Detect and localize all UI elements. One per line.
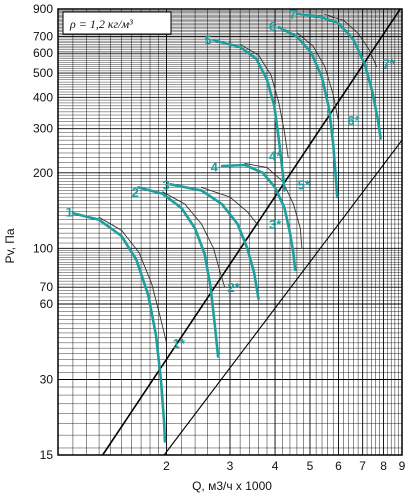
fan-curve-1 bbox=[71, 212, 167, 443]
y-tick-label: 200 bbox=[33, 166, 53, 180]
fan-curve-5 bbox=[212, 39, 286, 192]
curve-label-1: 1 bbox=[66, 205, 73, 220]
y-tick-label: 60 bbox=[40, 297, 54, 311]
x-tick-label: 4 bbox=[272, 459, 279, 473]
plot-frame bbox=[57, 8, 403, 456]
y-axis-label: Pv, Па bbox=[3, 228, 17, 263]
y-tick-label: 500 bbox=[33, 66, 53, 80]
y-tick-label: 15 bbox=[40, 448, 54, 462]
x-axis-label: Q, м3/ч х 1000 bbox=[192, 479, 272, 493]
fan-curve-7 bbox=[295, 12, 382, 140]
curve-label-4: 4 bbox=[211, 159, 219, 174]
density-legend-box: ρ = 1,2 кг/м³ bbox=[62, 11, 172, 35]
y-tick-label: 700 bbox=[33, 29, 53, 43]
fan-curve-6 bbox=[277, 26, 339, 199]
y-tick-label: 100 bbox=[33, 241, 53, 255]
x-tick-label: 7 bbox=[359, 459, 366, 473]
curve-label-7: 7 bbox=[289, 6, 296, 21]
curve-label-6-star: 6* bbox=[347, 113, 360, 128]
y-tick-label: 400 bbox=[33, 90, 53, 104]
fan-curve-1-star bbox=[98, 216, 167, 344]
fan-curve-3-star bbox=[201, 186, 259, 227]
curve-label-2-star: 2* bbox=[227, 280, 240, 295]
x-tick-label: 9 bbox=[399, 459, 406, 473]
y-tick-label: 30 bbox=[40, 372, 54, 386]
fan-curve-6-star bbox=[296, 32, 339, 123]
curve-label-6: 6 bbox=[269, 19, 276, 34]
fan-curve-5-star bbox=[239, 43, 289, 159]
operating-line bbox=[101, 8, 401, 456]
curve-label-1-star: 1* bbox=[173, 336, 186, 351]
curve-label-3: 3 bbox=[163, 177, 170, 192]
fan-curve-2 bbox=[137, 186, 220, 358]
fan-curve-3 bbox=[169, 183, 260, 300]
x-tick-label: 6 bbox=[335, 459, 342, 473]
fan-curve-4-star bbox=[244, 163, 303, 249]
fan-curve-7-star bbox=[324, 14, 378, 68]
x-tick-label: 3 bbox=[227, 459, 234, 473]
y-tick-label: 900 bbox=[33, 2, 53, 16]
chart-grid bbox=[58, 8, 402, 455]
operating-line bbox=[163, 139, 403, 456]
curve-label-5: 5 bbox=[205, 33, 212, 48]
fan-curve-2-star bbox=[162, 191, 226, 288]
curve-label-2: 2 bbox=[132, 185, 139, 200]
x-tick-label: 2 bbox=[163, 459, 170, 473]
curve-label-5-star: 5* bbox=[298, 177, 311, 192]
y-tick-label: 70 bbox=[40, 280, 54, 294]
curve-label-3-star: 3* bbox=[269, 217, 282, 232]
x-tick-label: 8 bbox=[380, 459, 387, 473]
y-tick-label: 600 bbox=[33, 46, 53, 60]
x-tick-label: 5 bbox=[307, 459, 314, 473]
operating-lines bbox=[101, 8, 403, 456]
density-legend-text: ρ = 1,2 кг/м³ bbox=[69, 17, 133, 31]
curve-label-7-star: 7* bbox=[383, 57, 396, 72]
fan-curve-4 bbox=[220, 163, 297, 272]
y-tick-label: 300 bbox=[33, 122, 53, 136]
fan-curves: 11*22*33*44*55*66*77* bbox=[66, 6, 396, 443]
